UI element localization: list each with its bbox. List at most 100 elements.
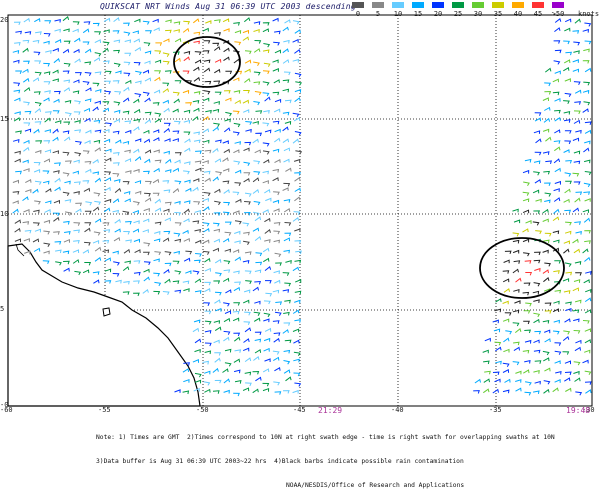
wind-barb <box>284 282 292 287</box>
wind-barb <box>92 239 100 244</box>
wind-barb <box>584 328 591 333</box>
wind-barb <box>83 107 91 112</box>
wind-barb <box>34 60 42 64</box>
wind-barb <box>164 201 172 206</box>
wind-barb <box>284 232 292 237</box>
wind-barb <box>535 138 542 144</box>
wind-barb <box>133 62 141 66</box>
wind-barb <box>234 230 241 235</box>
wind-barb <box>272 320 280 324</box>
wind-barb <box>265 280 272 284</box>
wind-barb <box>162 60 170 65</box>
wind-barb <box>103 60 110 64</box>
wind-barb <box>12 50 20 54</box>
wind-barb <box>24 31 32 35</box>
wind-barb <box>113 39 121 44</box>
wind-barb <box>535 230 542 235</box>
wind-barb <box>274 137 281 143</box>
wind-barb <box>564 230 572 235</box>
wind-barb <box>174 200 181 205</box>
wind-barb <box>222 237 230 243</box>
wind-barb <box>253 61 260 66</box>
wind-barb <box>183 200 191 204</box>
wind-barb <box>105 148 112 153</box>
wind-barb <box>532 221 540 226</box>
wind-barb <box>574 89 582 94</box>
wind-barb <box>274 49 281 54</box>
wind-barb <box>154 50 162 55</box>
wind-barb <box>484 337 491 342</box>
wind-barb <box>523 320 530 325</box>
wind-barb <box>183 257 191 262</box>
wind-barb <box>164 70 172 74</box>
wind-barb <box>52 69 59 74</box>
wind-barb <box>265 292 273 297</box>
wind-barb <box>32 39 40 44</box>
wind-barb <box>12 191 20 195</box>
wind-barb <box>285 167 292 172</box>
wind-barb <box>233 286 241 292</box>
wind-barb <box>273 270 280 274</box>
wind-barb <box>224 118 231 123</box>
wind-barb <box>113 162 120 166</box>
wind-barb <box>214 326 222 332</box>
wind-barb <box>133 108 141 114</box>
wind-barb <box>64 230 71 235</box>
wind-barb <box>123 61 131 66</box>
wind-barb <box>243 347 250 352</box>
wind-barb <box>13 117 21 122</box>
wind-barb <box>195 150 202 154</box>
wind-barb <box>292 112 300 117</box>
wind-barb <box>163 122 171 127</box>
wind-barb <box>144 192 151 197</box>
wind-barb <box>283 249 291 254</box>
wind-barb <box>254 269 262 274</box>
wind-barb <box>174 80 182 84</box>
wind-barb <box>252 177 260 183</box>
wind-barb <box>194 372 202 378</box>
wind-barb <box>72 170 79 175</box>
wind-barb <box>295 250 302 255</box>
wind-barb <box>263 318 270 323</box>
wind-barb <box>554 260 562 264</box>
wind-barb <box>272 17 279 22</box>
wind-barb <box>74 37 81 43</box>
wind-barb <box>52 212 60 217</box>
wind-barb <box>223 148 230 154</box>
wind-barb <box>203 206 210 212</box>
wind-barb <box>43 40 50 45</box>
wind-barb <box>144 158 151 164</box>
lon-tick-40: -40 <box>391 406 404 414</box>
wind-barb <box>234 281 241 286</box>
wind-barb <box>183 237 190 242</box>
wind-barb <box>212 390 220 394</box>
wind-barb <box>102 47 109 53</box>
wind-barb <box>523 369 530 374</box>
note-line-2: 3)Data buffer is Aug 31 06:39 UTC 2003~2… <box>96 458 464 465</box>
wind-barb <box>562 278 570 282</box>
wind-barb <box>14 111 21 115</box>
wind-barb <box>202 128 210 133</box>
wind-barb <box>553 239 560 244</box>
wind-barb <box>204 310 212 315</box>
wind-barb <box>43 158 51 163</box>
wind-barb <box>534 117 542 122</box>
wind-barb <box>252 286 259 292</box>
wind-barb <box>554 350 562 355</box>
wind-barb <box>585 389 592 394</box>
wind-barb <box>585 271 592 275</box>
wind-barb <box>565 271 573 276</box>
wind-barb <box>52 128 59 134</box>
wind-barb <box>215 171 223 176</box>
wind-barb <box>154 118 162 123</box>
wind-barb <box>512 232 520 237</box>
wind-barb <box>92 106 99 112</box>
wind-barb <box>533 299 540 303</box>
wind-barb <box>564 371 572 376</box>
legend-swatch <box>452 2 464 8</box>
wind-barb <box>194 290 202 294</box>
wind-barb <box>482 349 489 354</box>
wind-barb <box>73 79 80 84</box>
wind-barb <box>573 150 581 155</box>
wind-barb <box>244 192 252 197</box>
